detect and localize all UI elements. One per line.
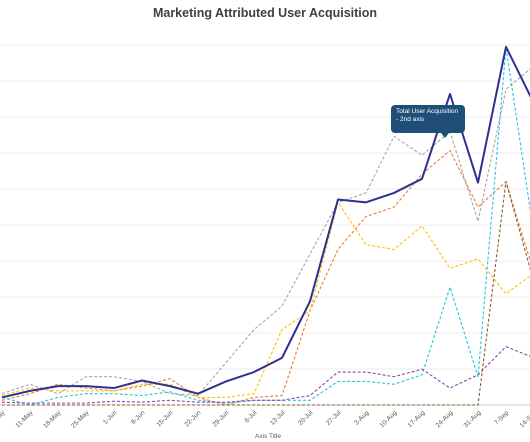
series-line-4 (1, 46, 530, 406)
x-tick-label: 20-Jul (297, 409, 315, 427)
x-tick-label: 13-Jul (269, 409, 287, 427)
series-line-2 (1, 149, 530, 406)
x-tick-label: 24-Aug (435, 409, 455, 429)
series-line-0 (1, 45, 530, 399)
annotation-callout: Total User Acquisition - 2nd axis (391, 105, 465, 133)
gridlines (0, 44, 530, 406)
x-tick-label: 31-Aug (463, 409, 483, 429)
x-tick-label: 22-Jun (183, 409, 202, 428)
series-line-5 (1, 346, 530, 404)
series-line-1 (1, 68, 530, 397)
x-tick-label: 7-Sep (493, 409, 510, 426)
x-tick-label: 17-Aug (407, 409, 427, 429)
x-tick-label: 4-May (0, 409, 7, 427)
series-line-3 (1, 201, 530, 399)
x-tick-label: 25-May (70, 409, 91, 430)
x-tick-label: 10-Aug (379, 409, 399, 429)
x-tick-label: 15-Jun (155, 409, 174, 428)
x-tick-label: 14-Sep (519, 409, 530, 429)
series-layer (1, 45, 530, 406)
series-line-6 (2, 181, 530, 406)
x-tick-label: 8-Jun (130, 409, 147, 426)
x-tick-label: 6-Jul (243, 409, 258, 424)
chart-title: Marketing Attributed User Acquisition (152, 6, 378, 20)
annotation-pointer (441, 133, 449, 138)
x-tick-label: 11-May (14, 409, 34, 429)
x-tick-labels: 4-May 11-May 18-May 25-May 1-Jun 8-Jun 15-Jun 2… (0, 409, 530, 430)
x-tick-label: 1-Jun (102, 409, 119, 426)
x-tick-label: 27-Jul (325, 409, 343, 427)
x-tick-label: 3-Aug (353, 409, 370, 426)
x-tick-label: 29-Jun (211, 409, 230, 428)
x-axis-title: Axis Title (255, 433, 281, 440)
x-tick-label: 18-May (42, 409, 63, 430)
